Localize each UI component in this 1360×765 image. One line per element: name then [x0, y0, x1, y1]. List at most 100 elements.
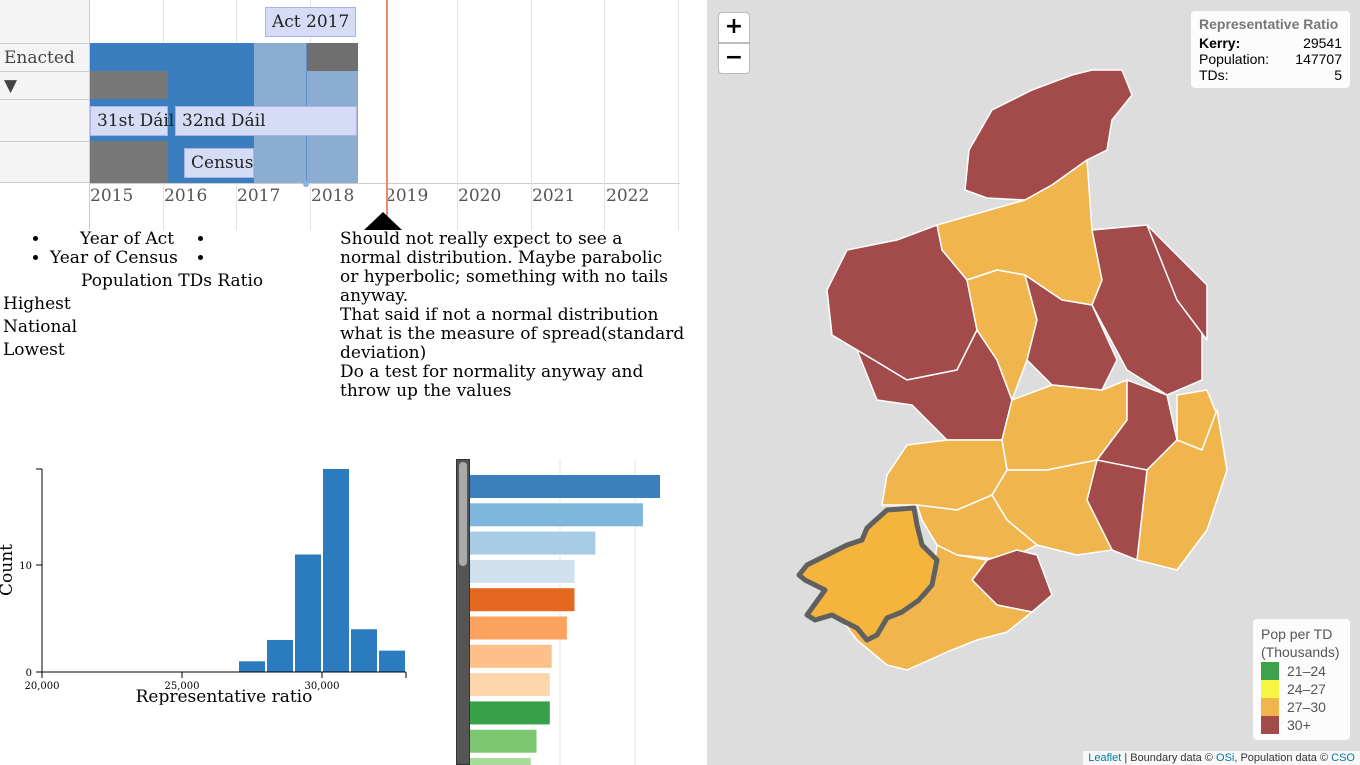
map-attribution: Leaflet | Boundary data © OSi, Populatio… — [1083, 751, 1360, 765]
note-paragraph: Should not really expect to see a normal… — [340, 229, 668, 306]
x-tick-label: 20,000 — [25, 681, 60, 692]
info-bullets-values — [215, 230, 220, 268]
histogram-bar — [323, 469, 349, 672]
histogram: 10 0 20,000 25,000 30,000 Representative… — [0, 468, 407, 705]
histogram-bar — [379, 650, 405, 672]
info-name-label: Kerry: — [1199, 35, 1241, 51]
grid-line — [531, 0, 532, 230]
osi-link[interactable]: OSi — [1216, 752, 1235, 764]
timeline-corner — [0, 0, 90, 43]
row-national: National — [3, 317, 78, 337]
row-label-effected[interactable]: ▼ Effected — [0, 71, 90, 124]
ranked-bar[interactable] — [470, 475, 660, 498]
info-pop-value: 147707 — [1295, 51, 1342, 67]
zoom-in-button[interactable]: + — [718, 12, 750, 43]
year-label: 2020 — [458, 186, 502, 206]
map[interactable]: + − Representative Ratio Kerry: 29541 Pop… — [707, 0, 1360, 765]
legend-label: 30+ — [1287, 717, 1311, 733]
row-label-census — [0, 141, 90, 183]
dail-32-chip[interactable]: 32nd Dáil — [175, 106, 357, 136]
ranked-bar[interactable] — [470, 644, 552, 668]
row-lowest: Lowest — [3, 340, 65, 360]
act-2017-chip[interactable]: Act 2017 — [265, 7, 357, 37]
attribution-text: , Population data © — [1234, 752, 1329, 764]
ranked-bar[interactable] — [470, 701, 550, 725]
y-tick-label: 0 — [26, 668, 32, 679]
year-label: 2016 — [164, 186, 208, 206]
year-label: 2015 — [90, 186, 134, 206]
zoom-out-button[interactable]: − — [718, 43, 750, 74]
year-of-census-value — [215, 249, 220, 268]
act-marker-dot — [303, 181, 309, 187]
info-bullets: Year of Act Year of Census — [50, 230, 178, 268]
histogram-bar — [239, 661, 265, 672]
ranked-bar[interactable] — [470, 616, 567, 640]
grid-line — [604, 0, 605, 230]
grid-line — [678, 0, 679, 230]
histogram-bar — [351, 629, 377, 672]
county-louth-meath[interactable] — [1146, 224, 1208, 341]
ranked-bar-list[interactable] — [470, 459, 690, 765]
row-label-enacted[interactable]: Enacted — [0, 43, 90, 71]
info-pop-label: Population: — [1199, 51, 1270, 67]
timeline-drag-handle[interactable] — [364, 212, 402, 230]
map-legend: Pop per TD (Thousands) 21–24 24–27 27–30… — [1253, 619, 1350, 740]
legend-label: 24–27 — [1287, 681, 1326, 697]
notes: Should not really expect to see a normal… — [340, 230, 685, 401]
census-grey-block — [90, 141, 168, 183]
note-paragraph: That said if not a normal distribution w… — [340, 305, 685, 363]
year-label: 2019 — [385, 186, 429, 206]
stats-table-header: Population TDs Ratio — [81, 271, 264, 291]
ranked-bar[interactable] — [470, 758, 531, 765]
enacted-grey-block — [306, 43, 358, 71]
ranked-bar[interactable] — [470, 531, 596, 555]
county-donegal[interactable] — [964, 69, 1133, 201]
year-label: 2018 — [311, 186, 355, 206]
row-label-dail — [0, 99, 90, 141]
dail-31-chip[interactable]: 31st Dáil — [90, 106, 174, 136]
year-label: 2017 — [237, 186, 281, 206]
histogram-bar — [295, 554, 321, 672]
legend-label: 21–24 — [1287, 663, 1326, 679]
info-tds-value: 5 — [1334, 67, 1342, 83]
legend-swatch — [1261, 716, 1279, 734]
legend-title: Pop per TD (Thousands) — [1261, 626, 1340, 660]
legend-item: 30+ — [1261, 716, 1342, 734]
x-tick-label: 25,000 — [165, 681, 200, 692]
info-title: Representative Ratio — [1199, 16, 1339, 32]
y-tick-label: 10 — [19, 561, 32, 572]
current-time-line — [386, 0, 388, 230]
ranked-bar[interactable] — [470, 729, 537, 753]
county-info-panel: Representative Ratio Kerry: 29541 Populat… — [1191, 11, 1350, 88]
histogram-bar — [267, 639, 293, 672]
legend-swatch — [1261, 662, 1279, 680]
year-of-census-label: Year of Census — [50, 249, 178, 268]
legend-swatch — [1261, 680, 1279, 698]
ireland-map-svg[interactable] — [707, 0, 1360, 765]
x-tick-label: 30,000 — [305, 681, 340, 692]
timeline-axis-line — [89, 0, 90, 230]
ranked-bar[interactable] — [470, 559, 575, 583]
county-kerry[interactable] — [796, 505, 940, 643]
year-of-act-value — [215, 230, 220, 249]
note-paragraph: Do a test for normality anyway and throw… — [340, 362, 644, 401]
timeline[interactable]: Enacted ▼ Effected Act 2017 31st Dáil 32… — [0, 0, 680, 230]
info-tds-label: TDs: — [1199, 67, 1229, 83]
legend-item: 27–30 — [1261, 698, 1342, 716]
legend-item: 24–27 — [1261, 680, 1342, 698]
ranked-bar[interactable] — [470, 588, 575, 612]
y-axis-label: Count — [0, 544, 17, 596]
year-of-act-label: Year of Act — [50, 230, 178, 249]
info-name-value: 29541 — [1303, 35, 1342, 51]
leaflet-link[interactable]: Leaflet — [1088, 752, 1122, 764]
ranked-bar[interactable] — [470, 503, 643, 527]
census-chip[interactable]: Census — [184, 148, 254, 178]
scrollbar-track[interactable] — [456, 459, 470, 765]
cso-link[interactable]: CSO — [1331, 752, 1355, 764]
timeline-baseline — [90, 183, 680, 184]
ranked-bar[interactable] — [470, 673, 550, 697]
scrollbar-thumb[interactable] — [459, 462, 467, 566]
grid-line — [457, 0, 458, 230]
year-label: 2021 — [532, 186, 576, 206]
row-highest: Highest — [3, 294, 71, 314]
